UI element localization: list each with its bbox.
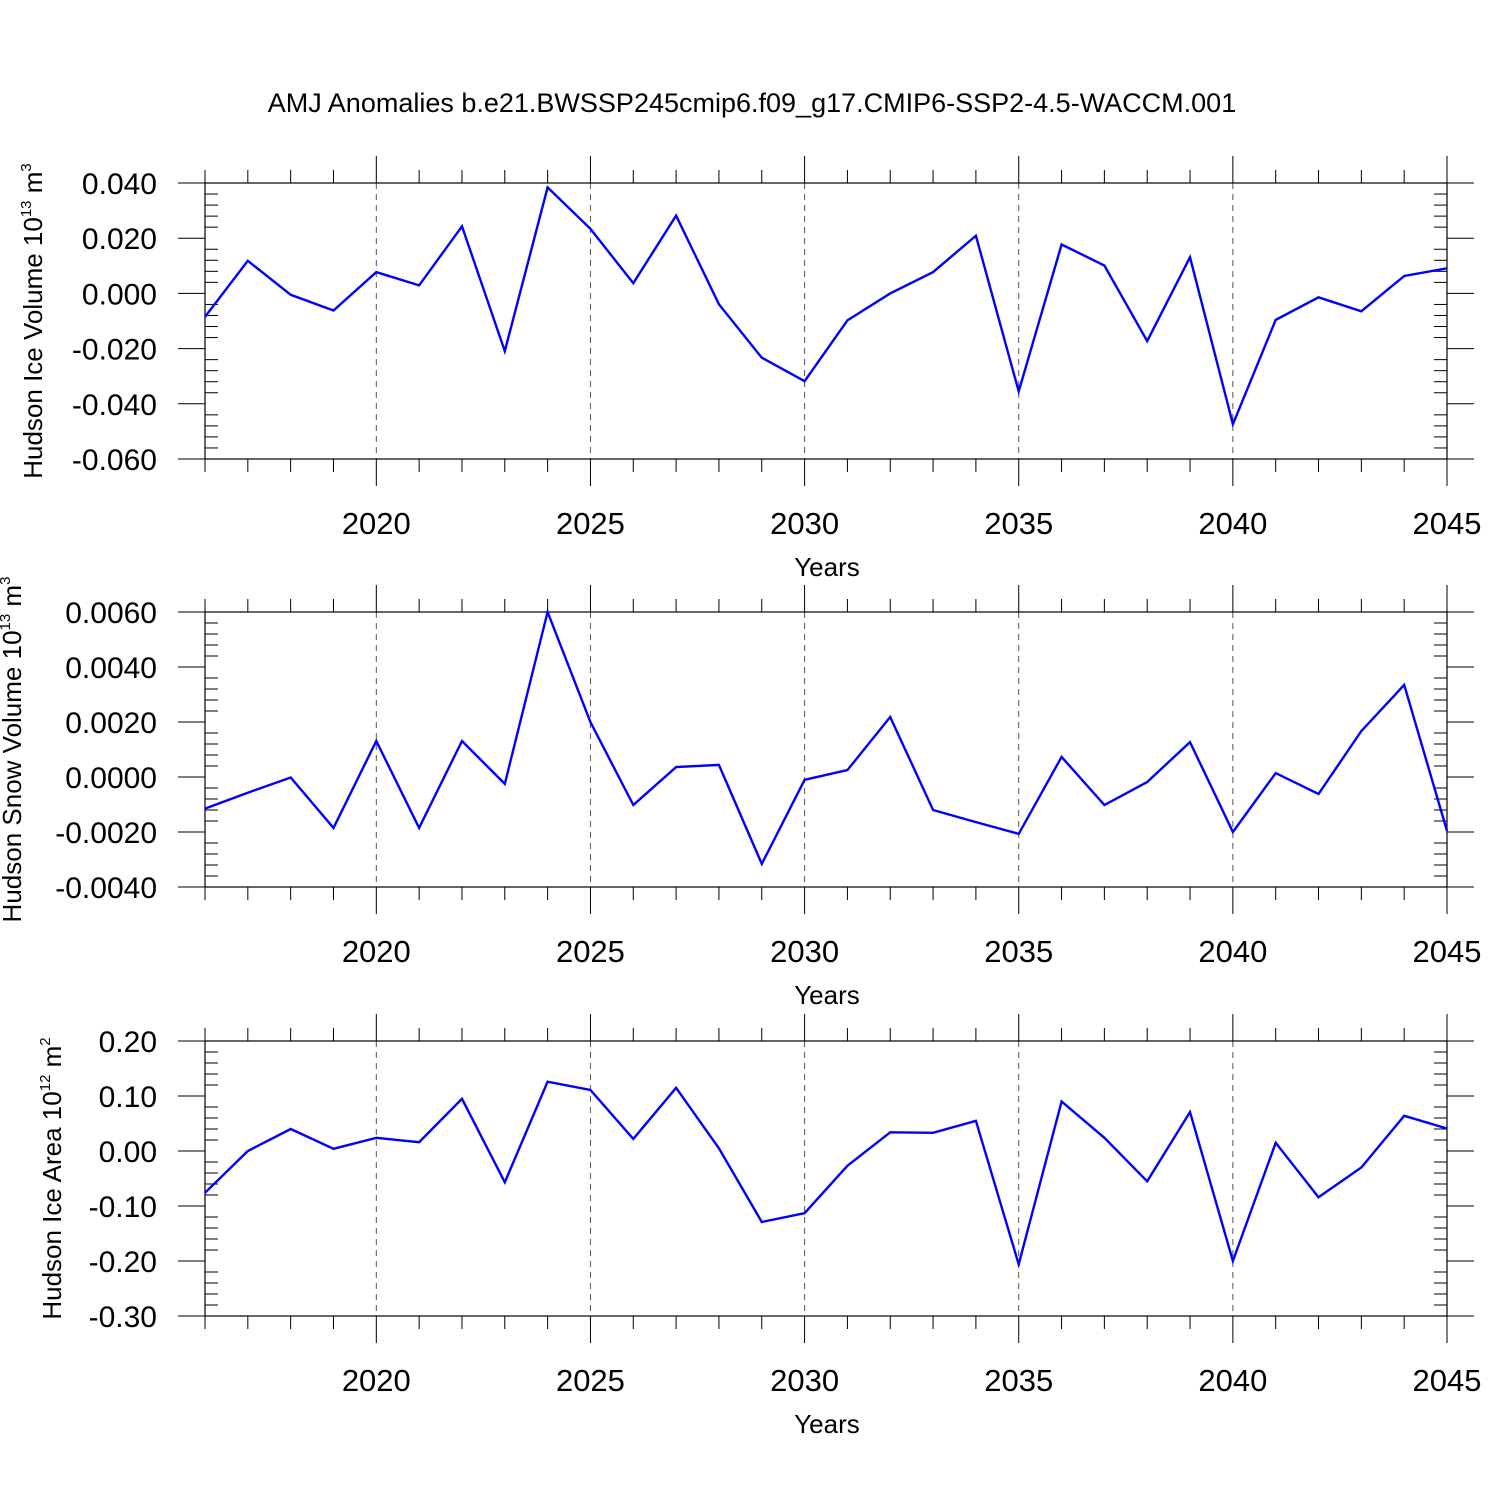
y-axis-label-part: Hudson Snow Volume 10: [0, 630, 27, 922]
panel-1: 0.040 0.020 0.000 -0.020 -0.040 -0.060 2020 202…: [18, 156, 1481, 582]
y-tick-label: 0.0060: [65, 597, 157, 630]
x-tick-label: 2020: [342, 1363, 411, 1398]
y-tick-label: 0.040: [82, 168, 157, 201]
y-tick-label: -0.020: [72, 334, 157, 367]
x-tick-label: 2045: [1413, 934, 1482, 969]
x-tick-label: 2030: [770, 506, 839, 541]
x-axis-label: Years: [794, 1409, 860, 1439]
x-tick-label: 2020: [342, 934, 411, 969]
plot-frame: [204, 611, 1448, 888]
x-tick-label: 2045: [1413, 506, 1482, 541]
x-axis-label: Years: [794, 980, 860, 1010]
y-tick-label: 0.0000: [65, 762, 157, 795]
y-tick-label: -0.0040: [55, 872, 157, 905]
y-axis-label: Hudson Ice Volume 1013 m3: [18, 163, 48, 479]
x-tick-label: 2040: [1198, 934, 1267, 969]
y-tick-label: -0.060: [72, 444, 157, 477]
y-tick-label: 0.00: [99, 1136, 157, 1169]
panel-3: 0.20 0.10 0.00 -0.10 -0.20 -0.30 2020 2025 2030 2…: [37, 1014, 1481, 1439]
series-line: [204, 1080, 1448, 1269]
y-tick-label: -0.0020: [55, 817, 157, 850]
y-tick-label: 0.20: [99, 1026, 157, 1059]
y-axis-label-part: m: [0, 585, 27, 614]
y-tick-label: 0.000: [82, 278, 157, 311]
x-tick-label: 2030: [770, 934, 839, 969]
series-line: [204, 185, 1448, 429]
panel-2: 0.0060 0.0040 0.0020 0.0000 -0.0020 -0.0040 20…: [0, 577, 1481, 1010]
y-axis-label-part: m: [37, 1046, 67, 1075]
y-tick-label: -0.20: [89, 1246, 157, 1279]
y-axis-label-part: Hudson Ice Area 10: [37, 1091, 67, 1319]
y-axis-label-superscript: 3: [0, 577, 14, 585]
chart-title: AMJ Anomalies b.e21.BWSSP245cmip6.f09_g1…: [268, 88, 1236, 118]
y-tick-label: 0.020: [82, 223, 157, 256]
x-tick-label: 2040: [1198, 506, 1267, 541]
panels: 0.040 0.020 0.000 -0.020 -0.040 -0.060 2020 202…: [0, 156, 1481, 1439]
plot-frame: [204, 182, 1448, 460]
y-axis-label-part: Hudson Ice Volume 10: [18, 217, 48, 479]
x-tick-label: 2020: [342, 506, 411, 541]
y-axis-label: Hudson Ice Area 1012 m2: [37, 1037, 67, 1319]
y-axis-label-superscript: 13: [0, 614, 14, 631]
x-tick-label: 2035: [984, 506, 1053, 541]
plot-frame: [204, 1040, 1448, 1317]
y-tick-label: -0.10: [89, 1191, 157, 1224]
y-tick-label: 0.10: [99, 1081, 157, 1114]
x-tick-label: 2025: [556, 1363, 625, 1398]
series-line: [204, 608, 1449, 867]
y-tick-label: -0.040: [72, 389, 157, 422]
y-axis-label-superscript: 12: [37, 1075, 54, 1092]
x-tick-label: 2040: [1198, 1363, 1267, 1398]
y-tick-label: 0.0020: [65, 707, 157, 740]
x-tick-label: 2045: [1413, 1363, 1482, 1398]
y-axis-label-superscript: 13: [18, 200, 35, 217]
x-tick-label: 2035: [984, 1363, 1053, 1398]
y-tick-label: 0.0040: [65, 652, 157, 685]
y-axis-label: Hudson Snow Volume 1013 m3: [0, 577, 27, 923]
y-axis-label-superscript: 2: [37, 1037, 54, 1045]
x-axis-label: Years: [794, 552, 860, 582]
x-tick-label: 2030: [770, 1363, 839, 1398]
x-tick-label: 2025: [556, 934, 625, 969]
x-tick-label: 2025: [556, 506, 625, 541]
y-axis-label-superscript: 3: [18, 163, 35, 171]
y-tick-label: -0.30: [89, 1301, 157, 1334]
y-axis-label-part: m: [18, 172, 48, 201]
x-tick-label: 2035: [984, 934, 1053, 969]
